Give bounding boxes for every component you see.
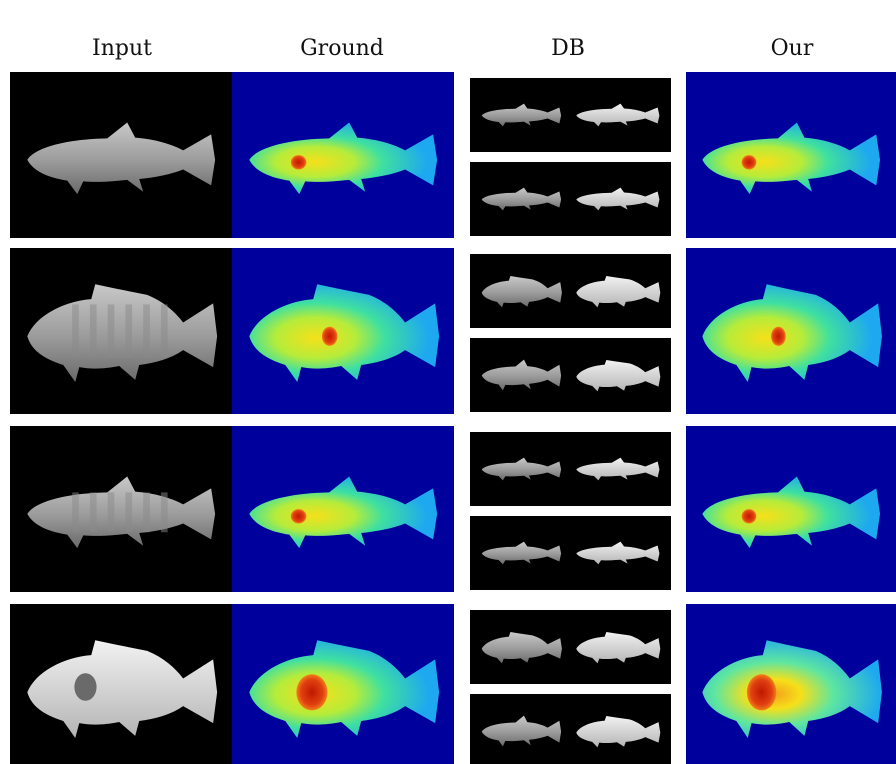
fish-stripe	[107, 304, 115, 358]
db-fish-1-0-b	[576, 276, 661, 308]
db-fish-0-0-a	[481, 103, 562, 127]
ground-truth-depth-fish-0	[249, 122, 438, 195]
col-header-our-line1: Our	[770, 36, 814, 61]
ground-truth-depth-fish-1	[249, 284, 440, 382]
db-fish-1-1-b	[576, 360, 661, 392]
db-fish-3-1-a	[481, 715, 562, 747]
db-fish-2-1-a	[481, 541, 562, 565]
our-result-depth-fish-1	[702, 284, 882, 382]
ground-truth-depth-fish-2	[249, 476, 438, 549]
col-header-gt-line1: Ground	[300, 36, 384, 61]
fish-stripe	[160, 304, 168, 358]
db-fish-1-0-a	[481, 276, 562, 308]
col-header-db-line1: DB	[551, 36, 585, 61]
our-result-depth-hotspot-2	[741, 509, 757, 524]
our-result-depth-hotspot-0	[741, 155, 757, 170]
fish-stripe	[125, 304, 133, 358]
db-fish-2-0-b	[576, 457, 660, 481]
db-fish-3-0-a	[481, 632, 562, 664]
col-header-input-line1: Input	[92, 36, 152, 61]
db-fish-2-0-a	[481, 457, 562, 481]
our-result-depth-fish-0	[702, 122, 881, 195]
our-result-depth-fish-2	[702, 476, 881, 549]
db-fish-2-1-b	[576, 541, 660, 565]
fish-stripe	[72, 492, 79, 533]
ground-truth-depth-hotspot-0	[290, 155, 307, 170]
fish-stripe	[107, 492, 115, 533]
db-fish-3-1-b	[576, 716, 661, 748]
fish-stripe	[143, 492, 150, 533]
our-result-depth-hotspot-3	[746, 674, 777, 711]
fish-stripe	[72, 304, 79, 358]
db-fish-0-0-b	[576, 103, 660, 127]
input-fish-3	[27, 640, 218, 738]
fish-stripe	[160, 492, 168, 533]
fish-stripe	[89, 492, 97, 533]
our-result-depth-fish-3	[702, 640, 882, 738]
our-result-depth-hotspot-1	[771, 326, 786, 346]
ground-truth-depth-hotspot-2	[290, 509, 307, 524]
fish-stripe	[143, 304, 150, 358]
input-fish-0	[27, 122, 216, 195]
db-fish-3-0-b	[576, 632, 661, 664]
db-fish-0-1-a	[481, 187, 562, 211]
ground-truth-depth-hotspot-1	[321, 326, 338, 346]
fish-stripe	[89, 304, 97, 358]
db-fish-1-1-a	[481, 359, 562, 391]
fish-stripe	[125, 492, 133, 533]
db-fish-0-1-b	[576, 187, 660, 211]
ground-truth-depth-fish-3	[249, 640, 440, 738]
fish-gill-spot	[74, 673, 97, 701]
ground-truth-depth-hotspot-3	[296, 674, 328, 711]
